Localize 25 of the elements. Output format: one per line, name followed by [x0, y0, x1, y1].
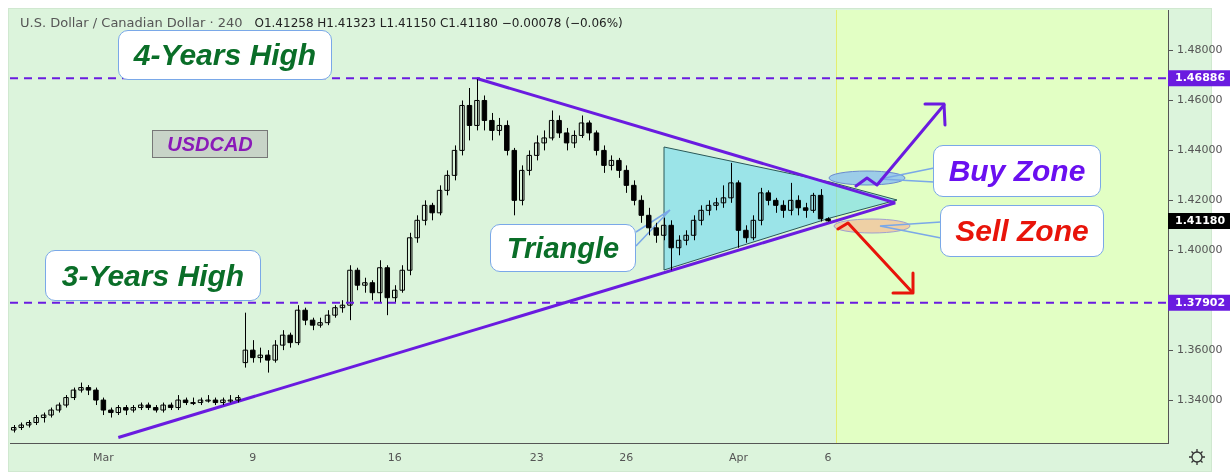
x-tick-label: 26 [619, 451, 634, 465]
x-tick-label: 9 [249, 451, 257, 465]
annotation: Triangle [490, 224, 636, 272]
x-tick-label: 23 [529, 451, 544, 465]
ref-line-label: 1.46886 [1175, 71, 1226, 85]
annotation: Buy Zone [933, 145, 1101, 197]
y-tick-label: 1.34000 [1177, 392, 1223, 406]
text: O1.41258 H1.41323 L1.41150 C1.41180 −0.00078 (−0.06%) [254, 15, 623, 30]
y-tick-label: 1.42000 [1177, 193, 1223, 207]
x-tick-label: Apr [728, 451, 749, 465]
y-tick-label: 1.36000 [1177, 342, 1223, 356]
annotation: Sell Zone [940, 205, 1104, 257]
annotation: 3-Years High [45, 250, 261, 301]
annotation: 4-Years High [118, 30, 332, 80]
y-tick-label: 1.44000 [1177, 143, 1223, 157]
ref-line-label: 1.37902 [1175, 295, 1226, 309]
y-tick-label: 1.48000 [1177, 43, 1223, 57]
y-tick-label: 1.46000 [1177, 93, 1223, 107]
chart-title: U.S. Dollar / Canadian Dollar · 240 [20, 14, 243, 30]
x-tick-label: 6 [824, 451, 832, 465]
annotation: USDCAD [152, 130, 268, 158]
text: 1.41180 [1168, 212, 1230, 229]
x-tick-label: Mar [93, 451, 115, 465]
x-tick-label: 16 [387, 451, 402, 465]
y-tick-label: 1.40000 [1177, 243, 1223, 257]
